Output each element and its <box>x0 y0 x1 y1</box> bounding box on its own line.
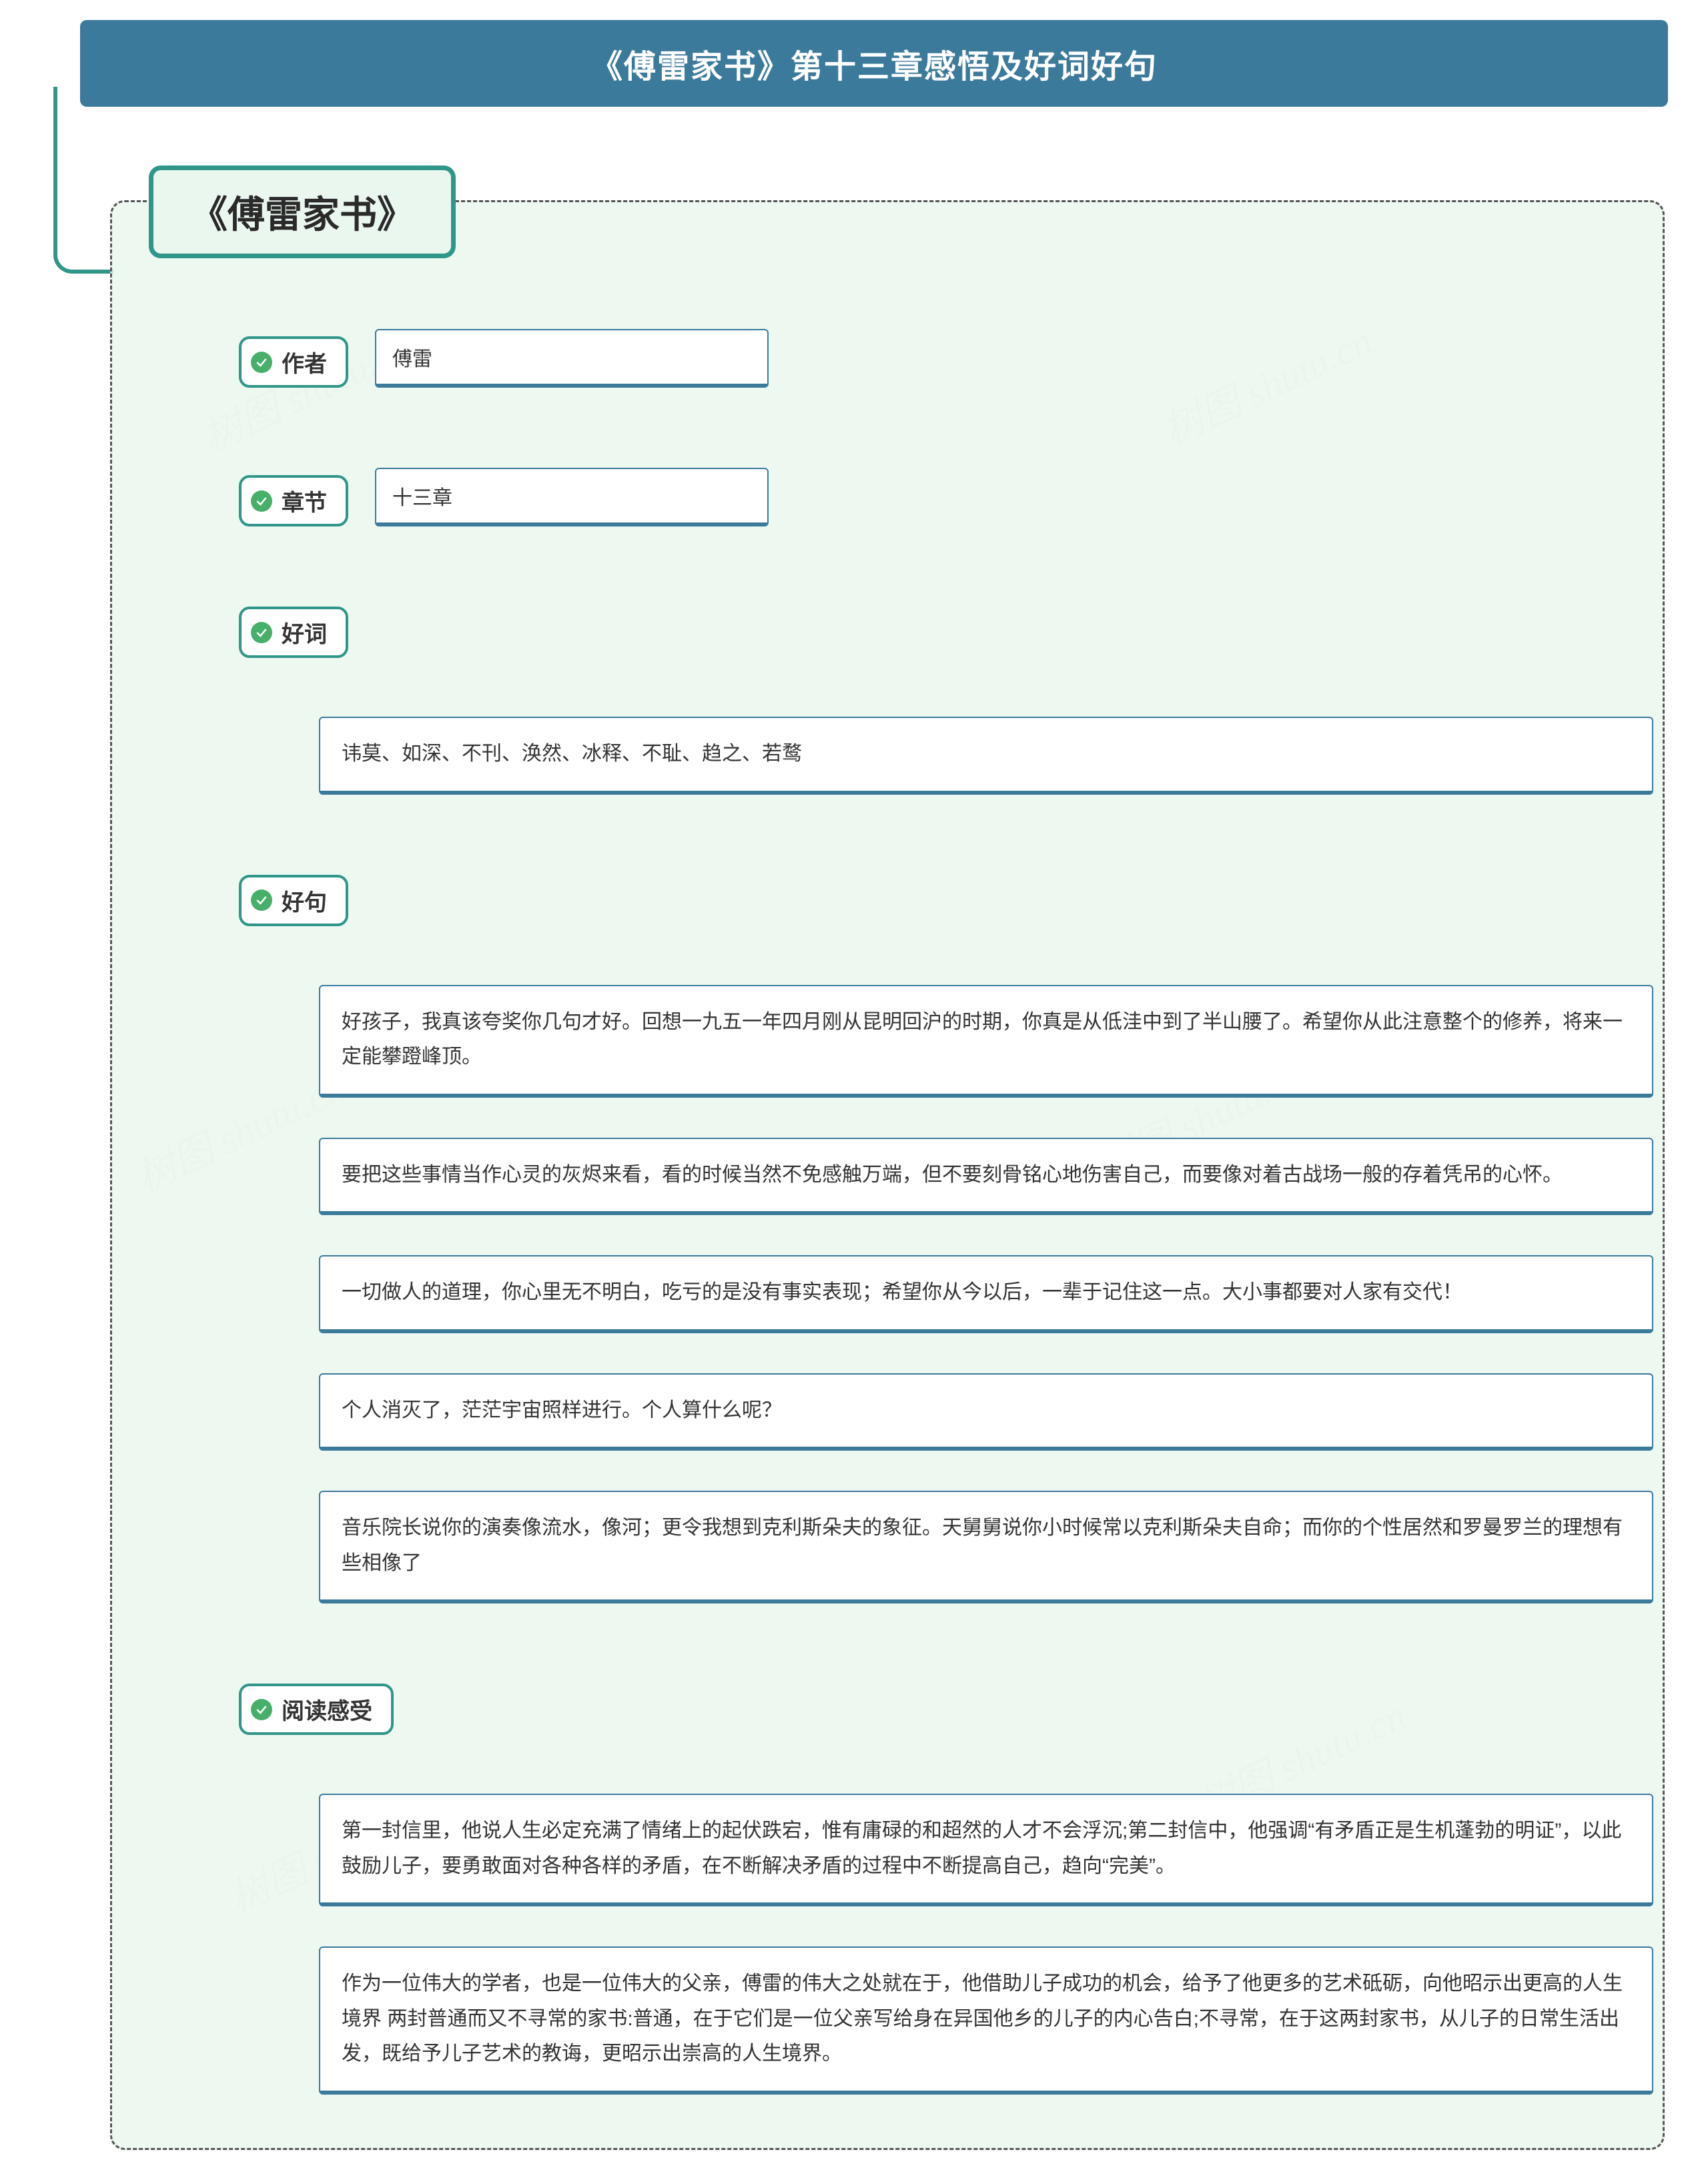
section-words: 好词 讳莫、如深、不刊、涣然、冰释、不耻、趋之、若鹜 <box>239 607 1643 795</box>
cat-words-label: 好词 <box>282 616 327 649</box>
cat-feelings-label: 阅读感受 <box>282 1693 372 1726</box>
author-value: 傅雷 <box>392 348 432 370</box>
sentence-box: 一切做人的道理，你心里无不明白，吃亏的是没有事实表现；希望你从今以后，一辈于记住… <box>319 1255 1653 1333</box>
section-sentences: 好句 好孩子，我真该夸奖你几句才好。回想一九五一年四月刚从昆明回沪的时期，你真是… <box>239 875 1643 1604</box>
sentence-text: 一切做人的道理，你心里无不明白，吃亏的是没有事实表现；希望你从今以后，一辈于记住… <box>342 1281 1462 1303</box>
sentence-text: 个人消灭了，茫茫宇宙照样进行。个人算什么呢？ <box>342 1399 782 1421</box>
sentence-text: 好孩子，我真该夸奖你几句才好。回想一九五一年四月刚从昆明回沪的时期，你真是从低洼… <box>342 1011 1623 1068</box>
words-content: 讳莫、如深、不刊、涣然、冰释、不耻、趋之、若鹜 <box>319 717 1653 795</box>
section-author: 作者 傅雷 <box>239 329 1643 388</box>
chapter-value-box: 十三章 <box>375 468 769 526</box>
section-feelings: 阅读感受 第一封信里，他说人生必定充满了情绪上的起伏跌宕，惟有庸碌的和超然的人才… <box>239 1684 1643 2095</box>
cat-author: 作者 <box>239 336 348 388</box>
check-icon <box>251 889 272 911</box>
author-value-box: 傅雷 <box>375 329 769 388</box>
title-bar: 《傅雷家书》第十三章感悟及好词好句 <box>80 20 1668 107</box>
cat-chapter: 章节 <box>239 475 348 526</box>
check-icon <box>251 622 272 643</box>
sentence-box: 个人消灭了，茫茫宇宙照样进行。个人算什么呢？ <box>319 1373 1653 1451</box>
feeling-text: 第一封信里，他说人生必定充满了情绪上的起伏跌宕，惟有庸碌的和超然的人才不会浮沉;… <box>342 1820 1621 1877</box>
chapter-value: 十三章 <box>392 487 452 509</box>
cat-chapter-label: 章节 <box>282 484 327 517</box>
connector-main <box>53 87 113 274</box>
cat-sentences-label: 好句 <box>282 884 327 917</box>
root-node: 《傅雷家书》 <box>149 165 456 258</box>
sentence-text: 音乐院长说你的演奏像流水，像河；更令我想到克利斯朵夫的象征。天舅舅说你小时候常以… <box>342 1517 1623 1574</box>
sentence-text: 要把这些事情当作心灵的灰烬来看，看的时候当然不免感触万端，但不要刻骨铭心地伤害自… <box>342 1164 1563 1186</box>
sentence-box: 好孩子，我真该夸奖你几句才好。回想一九五一年四月刚从昆明回沪的时期，你真是从低洼… <box>319 985 1653 1098</box>
feeling-box: 作为一位伟大的学者，也是一位伟大的父亲，傅雷的伟大之处就在于，他借助儿子成功的机… <box>319 1946 1653 2095</box>
cat-feelings: 阅读感受 <box>239 1684 394 1735</box>
canvas: 树图 shutu.cn 树图 shutu.cn 树图 shutu.cn 树图 s… <box>20 20 1688 2150</box>
title-text: 《傅雷家书》第十三章感悟及好词好句 <box>590 40 1158 87</box>
sentence-box: 音乐院长说你的演奏像流水，像河；更令我想到克利斯朵夫的象征。天舅舅说你小时候常以… <box>319 1491 1653 1603</box>
check-icon <box>251 490 272 512</box>
main-panel: 《傅雷家书》 作者 傅雷 章节 十三章 <box>110 200 1665 2150</box>
words-text: 讳莫、如深、不刊、涣然、冰释、不耻、趋之、若鹜 <box>342 743 802 765</box>
section-chapter: 章节 十三章 <box>239 468 1643 526</box>
cat-words: 好词 <box>239 607 348 658</box>
feeling-text: 作为一位伟大的学者，也是一位伟大的父亲，傅雷的伟大之处就在于，他借助儿子成功的机… <box>342 1972 1623 2065</box>
sentence-box: 要把这些事情当作心灵的灰烬来看，看的时候当然不免感触万端，但不要刻骨铭心地伤害自… <box>319 1138 1653 1216</box>
root-node-label: 《傅雷家书》 <box>190 194 414 236</box>
check-icon <box>251 1699 272 1720</box>
feeling-box: 第一封信里，他说人生必定充满了情绪上的起伏跌宕，惟有庸碌的和超然的人才不会浮沉;… <box>319 1794 1653 1906</box>
check-icon <box>251 352 272 373</box>
cat-author-label: 作者 <box>282 346 327 378</box>
cat-sentences: 好句 <box>239 875 348 926</box>
